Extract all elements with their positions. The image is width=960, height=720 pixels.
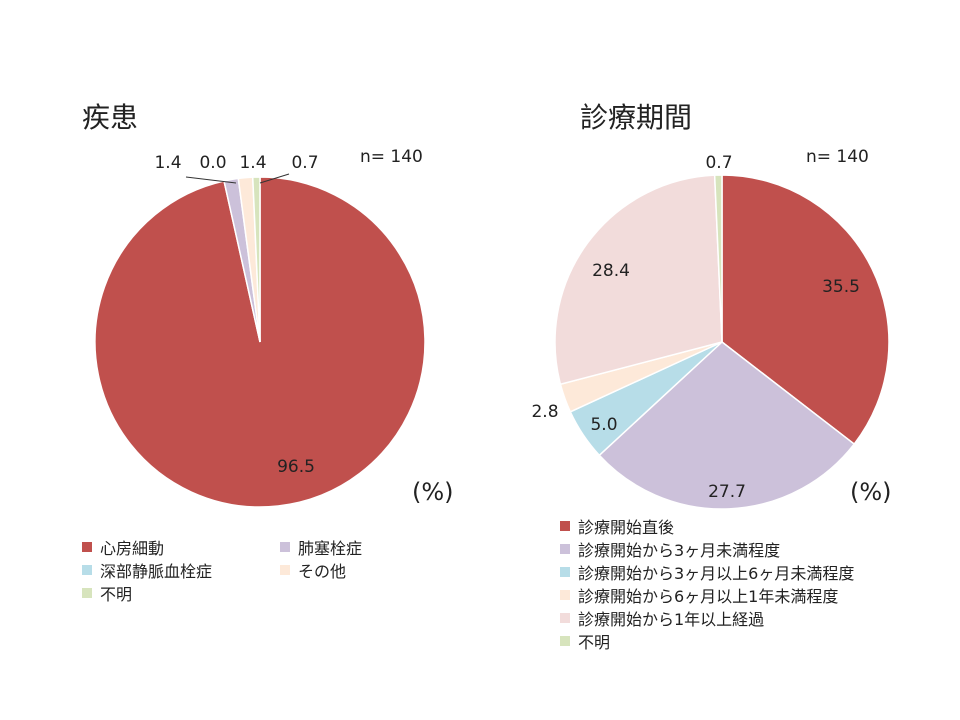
data-label-1-2: 5.0 xyxy=(590,415,617,435)
right-legend-item-3: 診療開始から6ヶ月以上1年未満程度 xyxy=(560,583,838,607)
legend-label: 診療開始から6ヶ月以上1年未満程度 xyxy=(578,587,839,606)
left-legend-item-other: その他 xyxy=(280,558,346,582)
pie-slice-1-5 xyxy=(713,174,723,343)
right-n-label: n= 140 xyxy=(806,147,869,167)
legend-label: 診療開始から3ヶ月以上6ヶ月未満程度 xyxy=(578,564,855,583)
right-legend-item-1: 診療開始から3ヶ月未満程度 xyxy=(560,537,780,561)
legend-swatch xyxy=(82,542,92,552)
data-label-1-0: 35.5 xyxy=(822,277,860,297)
left-legend-item-unknown: 不明 xyxy=(82,581,132,605)
legend-label: 肺塞栓症 xyxy=(298,539,363,558)
legend-swatch xyxy=(280,565,290,575)
legend-label: 診療開始から1年以上経過 xyxy=(578,610,765,629)
legend-swatch xyxy=(280,542,290,552)
right-legend-item-5: 不明 xyxy=(560,629,610,653)
data-label-0-0: 96.5 xyxy=(277,457,315,477)
left-unit-label: (%) xyxy=(412,478,454,506)
data-label-1-4: 28.4 xyxy=(592,261,630,281)
legend-label: 心房細動 xyxy=(100,539,165,558)
leader-line-0-1 xyxy=(185,176,237,184)
pie-slice-1-1 xyxy=(598,341,856,510)
data-label-0-1: 1.4 xyxy=(154,153,181,173)
legend-swatch xyxy=(560,567,570,577)
data-label-0-4: 0.7 xyxy=(291,153,318,173)
left-chart-title: 疾患 xyxy=(82,101,139,134)
data-label-1-1: 27.7 xyxy=(708,482,746,502)
legend-label: その他 xyxy=(298,562,347,581)
pie-slice-1-4 xyxy=(554,174,723,386)
legend-swatch xyxy=(560,590,570,600)
left-legend-item-pe: 肺塞栓症 xyxy=(280,535,362,559)
data-label-1-3: 2.8 xyxy=(531,402,558,422)
right-legend-item-0: 診療開始直後 xyxy=(560,514,674,538)
legend-swatch xyxy=(82,565,92,575)
right-chart-title: 診療期間 xyxy=(580,101,693,134)
legend-label: 診療開始から3ヶ月未満程度 xyxy=(578,541,781,560)
data-label-1-5: 0.7 xyxy=(705,153,732,173)
right-unit-label: (%) xyxy=(850,478,892,506)
left-n-label: n= 140 xyxy=(360,147,423,167)
right-legend-item-2: 診療開始から3ヶ月以上6ヶ月未満程度 xyxy=(560,560,854,584)
legend-label: 不明 xyxy=(578,633,611,652)
legend-swatch xyxy=(560,544,570,554)
data-label-0-3: 1.4 xyxy=(239,153,266,173)
legend-label: 診療開始直後 xyxy=(578,518,675,537)
legend-swatch xyxy=(82,588,92,598)
pie-slice-1-0 xyxy=(721,174,890,446)
left-legend-item-afib: 心房細動 xyxy=(82,535,164,559)
legend-swatch xyxy=(560,521,570,531)
legend-swatch xyxy=(560,636,570,646)
legend-swatch xyxy=(560,613,570,623)
leader-line-0-4 xyxy=(259,173,290,184)
legend-label: 深部静脈血栓症 xyxy=(100,562,213,581)
left-legend-item-dvt: 深部静脈血栓症 xyxy=(82,558,212,582)
data-label-0-2: 0.0 xyxy=(199,153,226,173)
pie-slice-0-4 xyxy=(251,176,261,343)
right-legend-item-4: 診療開始から1年以上経過 xyxy=(560,606,764,630)
legend-label: 不明 xyxy=(100,585,133,604)
